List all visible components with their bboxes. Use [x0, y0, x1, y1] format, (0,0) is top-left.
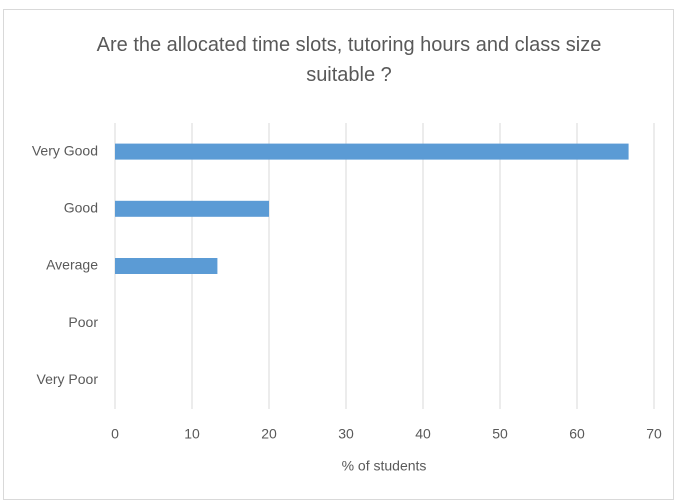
- x-tick-label: 40: [415, 426, 431, 442]
- bar: [115, 143, 629, 160]
- y-tick-label: Very Poor: [37, 371, 99, 387]
- x-tick-label: 30: [338, 426, 354, 442]
- x-tick-label: 0: [111, 426, 119, 442]
- y-tick-label: Poor: [68, 314, 98, 330]
- bar: [115, 200, 269, 217]
- bar: [115, 258, 218, 274]
- chart-border: [3, 9, 674, 500]
- y-tick-label: Very Good: [32, 142, 98, 158]
- y-tick-label: Average: [46, 257, 98, 273]
- chart-title: Are the allocated time slots, tutoring h…: [96, 34, 602, 86]
- x-tick-label: 50: [492, 426, 508, 442]
- x-tick-label: 60: [569, 426, 585, 442]
- x-tick-label: 20: [261, 426, 277, 442]
- y-tick-label: Good: [64, 200, 98, 216]
- x-tick-label: 10: [184, 426, 200, 442]
- x-axis-label: % of students: [342, 458, 427, 474]
- x-tick-label: 70: [646, 426, 662, 442]
